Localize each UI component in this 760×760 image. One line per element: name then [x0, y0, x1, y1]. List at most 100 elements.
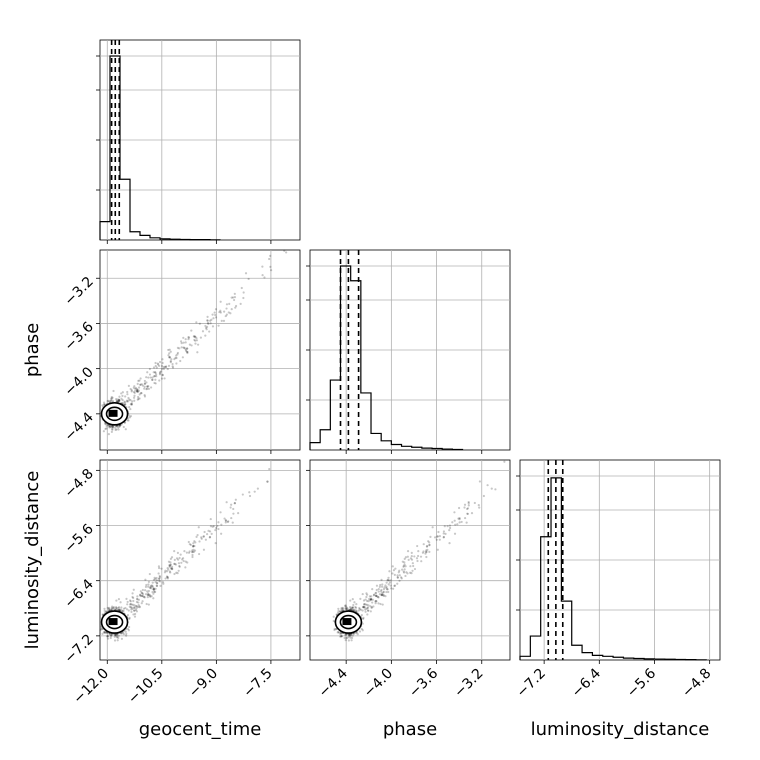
- scatter-point: [125, 597, 128, 600]
- scatter-point: [424, 551, 428, 554]
- scatter-point: [124, 428, 127, 431]
- scatter-point: [159, 584, 162, 588]
- scatter-point: [438, 535, 441, 538]
- scatter-point: [376, 595, 379, 598]
- scatter-point: [99, 628, 102, 632]
- scatter-point: [121, 401, 124, 405]
- scatter-point: [376, 595, 380, 599]
- scatter-point: [349, 635, 352, 638]
- scatter-point: [366, 593, 369, 596]
- scatter-point: [176, 351, 180, 355]
- scatter-point: [361, 592, 364, 596]
- scatter-point: [106, 637, 110, 640]
- scatter-point: [227, 520, 230, 523]
- scatter-point: [117, 398, 121, 402]
- panels-layer: −4.4 −4.0 −3.6 −3.2 −12.0 −10.5 −9.0 −7.5 −7.2 −6…: [61, 39, 721, 708]
- scatter-point: [112, 606, 116, 609]
- scatter-point: [160, 377, 164, 380]
- scatter-point: [135, 390, 139, 393]
- scatter-point: [339, 635, 342, 638]
- scatter-point: [153, 375, 156, 378]
- scatter-point: [453, 532, 457, 535]
- scatter-point: [225, 303, 229, 306]
- scatter-point: [160, 370, 163, 373]
- scatter-point: [136, 390, 139, 393]
- scatter-point: [385, 590, 388, 594]
- scatter-point: [139, 383, 142, 386]
- scatter-point: [213, 311, 216, 314]
- scatter-point: [181, 356, 184, 359]
- scatter-point: [139, 594, 142, 598]
- scatter-point: [115, 606, 118, 610]
- scatter-point: [375, 594, 378, 598]
- scatter-point: [393, 573, 396, 576]
- scatter-point: [116, 633, 119, 636]
- scatter-point: [106, 635, 110, 638]
- scatter-point: [353, 601, 356, 604]
- scatter-point: [155, 584, 158, 587]
- scatter-point: [106, 635, 109, 638]
- scatter-point: [111, 425, 115, 428]
- scatter-point: [168, 570, 171, 573]
- scatter-point: [103, 607, 106, 610]
- scatter-point: [230, 296, 233, 299]
- scatter-point: [338, 631, 341, 634]
- scatter-point: [154, 581, 157, 584]
- scatter-point: [110, 395, 113, 399]
- scatter-point: [169, 561, 172, 564]
- scatter-point: [396, 576, 399, 579]
- scatter-point: [114, 633, 117, 636]
- scatter-point: [134, 612, 137, 616]
- scatter-point: [137, 603, 140, 607]
- scatter-point: [389, 584, 392, 587]
- scatter-point: [356, 632, 359, 636]
- scatter-point: [190, 329, 193, 332]
- scatter-point: [155, 373, 158, 376]
- scatter-point: [145, 385, 149, 388]
- scatter-point: [127, 629, 130, 632]
- scatter-point: [186, 561, 189, 564]
- scatter-point: [187, 335, 190, 339]
- scatter-point: [184, 338, 187, 341]
- scatter-point: [168, 356, 171, 359]
- scatter-point: [187, 540, 190, 544]
- scatter-point: [147, 385, 150, 388]
- histogram-step-geocent_time: [99, 55, 221, 241]
- scatter-point: [348, 633, 351, 637]
- scatter-point: [346, 607, 349, 610]
- scatter-point: [111, 425, 114, 428]
- scatter-point: [477, 504, 480, 507]
- x-tick-label: −10.5: [125, 666, 167, 708]
- scatter-point: [370, 598, 373, 601]
- scatter-point: [227, 311, 230, 314]
- scatter-point: [193, 335, 197, 338]
- scatter-point: [458, 518, 461, 521]
- scatter-point: [121, 394, 124, 397]
- scatter-point: [467, 500, 470, 504]
- scatter-point: [123, 401, 127, 404]
- scatter-point: [366, 599, 369, 603]
- scatter-point: [424, 552, 427, 555]
- scatter-point: [152, 587, 155, 590]
- scatter-point: [341, 608, 344, 611]
- scatter-point: [396, 582, 399, 585]
- scatter-point: [109, 399, 112, 402]
- scatter-point: [117, 598, 121, 601]
- scatter-point: [195, 339, 199, 342]
- scatter-point: [454, 523, 457, 526]
- scatter-point: [117, 399, 120, 403]
- scatter-point: [130, 390, 133, 393]
- scatter-point: [184, 560, 187, 563]
- scatter-point: [158, 575, 162, 579]
- y-tick-label: −3.2: [61, 274, 96, 309]
- scatter-point: [189, 543, 192, 547]
- scatter-point: [120, 397, 123, 400]
- scatter-point: [490, 487, 493, 490]
- scatter-point: [193, 544, 196, 548]
- scatter-point: [358, 630, 362, 633]
- scatter-point: [379, 602, 382, 606]
- scatter-point: [365, 595, 368, 599]
- scatter-point: [379, 590, 383, 593]
- scatter-point: [417, 550, 420, 553]
- scatter-point: [244, 272, 248, 275]
